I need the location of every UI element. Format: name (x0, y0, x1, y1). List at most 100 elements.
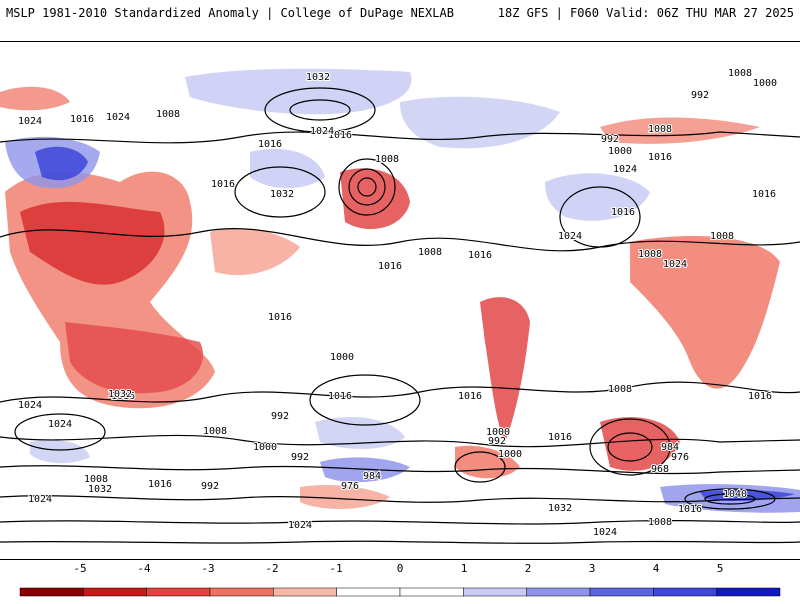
isobar-label: 1032 (548, 503, 572, 514)
isobar-label: 1024 (48, 419, 72, 430)
isobar-label: 992 (291, 452, 309, 463)
isobar-label: 1024 (593, 527, 617, 538)
colorbar-segment (209, 587, 274, 597)
isobar-label: 992 (488, 436, 506, 447)
colorbar: -5 -4 -3 -2 -1 0 1 2 3 4 5 (0, 562, 800, 600)
colorbar-tick-label: -2 (265, 562, 279, 575)
isobar-label: 1016 (648, 152, 672, 163)
colorbar-segments (19, 587, 781, 597)
isobar-label: 1016 (211, 179, 235, 190)
isobar-label: 1008 (84, 474, 108, 485)
isobar-label: 1016 (468, 250, 492, 261)
isobar-label: 976 (341, 481, 359, 492)
anomaly-area-australia (65, 322, 204, 394)
isobar-label: 1008 (638, 249, 662, 260)
colorbar-segment (653, 587, 717, 597)
anomaly-area-s-pacific-high (315, 417, 405, 449)
isobar-label: 992 (271, 411, 289, 422)
isobar-label: 1008 (375, 154, 399, 165)
colorbar-tick-label: 4 (652, 562, 660, 575)
anomaly-area-siberia-core (35, 146, 88, 181)
isobar-label: 1016 (678, 504, 702, 515)
isobar-label: 1008 (648, 124, 672, 135)
isobar-label: 984 (363, 471, 381, 482)
isobar-label: 1016 (611, 207, 635, 218)
anomaly-area-n-atlantic (600, 117, 760, 144)
isobar-label: 1016 (378, 261, 402, 272)
isobar-label: 1008 (710, 231, 734, 242)
isobar-label: 1000 (253, 442, 277, 453)
isobar-label: 1000 (486, 427, 510, 438)
isobar-label: 1024 (310, 126, 334, 137)
isobar-label: 1016 (752, 189, 776, 200)
colorbar-tick-label: -1 (329, 562, 343, 575)
isobar-label: 1032 (108, 389, 132, 400)
isobar-label: 1016 (111, 391, 135, 402)
isobar-label: 1024 (18, 116, 42, 127)
isobar-label: 976 (671, 452, 689, 463)
isobar-label: 1000 (608, 146, 632, 157)
isobar-label: 1024 (18, 400, 42, 411)
isobar-label: 1024 (288, 520, 312, 531)
isobar-label: 1016 (458, 391, 482, 402)
anomaly-area-s-pacific (300, 485, 390, 509)
colorbar-segment (716, 587, 781, 597)
anomaly-area-africa (630, 236, 780, 389)
isobar-label: 1024 (106, 112, 130, 123)
isobar-label: 1016 (328, 130, 352, 141)
colorbar-tick-label: 3 (588, 562, 596, 575)
isobar-label: 1016 (148, 479, 172, 490)
anomaly-area-n-pacific (210, 227, 300, 276)
map-title: MSLP 1981-2010 Standardized Anomaly | Co… (6, 6, 454, 20)
isobar-label: 1008 (608, 384, 632, 395)
colorbar-tick-label: -4 (137, 562, 151, 575)
model-run-info: 18Z GFS | F060 Valid: 06Z THU MAR 27 202… (497, 6, 794, 20)
isobar-label: 1016 (70, 114, 94, 125)
colorbar-segment (336, 587, 401, 597)
anomaly-area-low-pacific (340, 168, 410, 230)
isobar-label: 992 (601, 134, 619, 145)
isobar-label: 1016 (328, 391, 352, 402)
isobar-label: 1024 (28, 494, 52, 505)
isobar-label: 1016 (258, 139, 282, 150)
isobar-label: 1008 (648, 517, 672, 528)
isobar-contours (0, 87, 800, 544)
isobar-label: 1032 (270, 189, 294, 200)
colorbar-segment (273, 587, 337, 597)
isobar-label: 1008 (728, 68, 752, 79)
isobar-label: 984 (661, 442, 679, 453)
isobar-label: 992 (691, 90, 709, 101)
colorbar-segment (463, 587, 527, 597)
colorbar-tick-label: -5 (73, 562, 87, 575)
map-panel: 1032 1016 992 1000 1008 1024 1016 1024 1008 1016 1… (0, 41, 800, 560)
anomaly-area-arctic (0, 86, 70, 111)
isobar-label: 1032 (88, 484, 112, 495)
isobar-label: 1000 (753, 78, 777, 89)
colorbar-tick-label: 1 (460, 562, 468, 575)
isobar-label: 968 (651, 464, 669, 475)
isobar-label: 1040 (723, 489, 747, 500)
anomaly-area-s-atlantic (600, 417, 680, 471)
isobar-label: 1024 (613, 164, 637, 175)
colorbar-segment (526, 587, 591, 597)
isobar-label: 1016 (548, 432, 572, 443)
colorbar-segment (146, 587, 211, 597)
isobar-label: 1000 (498, 449, 522, 460)
isobar-label: 1032 (306, 72, 330, 83)
colorbar-segment (83, 587, 147, 597)
isobar-label: 1016 (268, 312, 292, 323)
anomaly-area-andes (480, 297, 530, 442)
anomaly-area-aleutian (185, 68, 412, 115)
colorbar-segment (19, 587, 84, 597)
negative-anomaly-shading (0, 86, 780, 509)
isobar-label: 1008 (418, 247, 442, 258)
colorbar-segment (399, 587, 464, 597)
anomaly-area-w-pacific (30, 440, 90, 464)
isobar-label: 1016 (748, 391, 772, 402)
isobar-label: 1000 (330, 352, 354, 363)
colorbar-tick-label: 5 (716, 562, 724, 575)
colorbar-segment (589, 587, 654, 597)
anomaly-area-n-atlantic-high (545, 173, 650, 221)
isobar-label: 1008 (203, 426, 227, 437)
